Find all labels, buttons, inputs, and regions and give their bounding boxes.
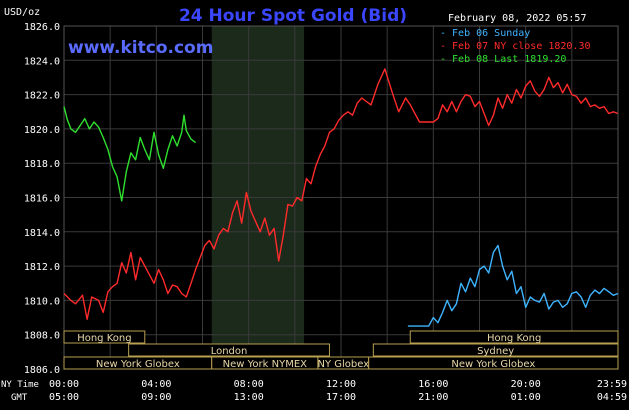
ny-time-tick: 12:00 [326,379,356,390]
series-layer [63,68,619,327]
chart-title: 24 Hour Spot Gold (Bid) [179,6,407,26]
market-bar-label: London [211,346,248,357]
series-line-1 [63,68,619,320]
ny-time-tick: 23:59 [597,379,627,390]
ny-time-tick: 08:00 [234,379,264,390]
gmt-time-tick: 05:00 [49,392,79,403]
y-tick-label: 1818.0 [24,159,60,170]
market-bar-box [128,343,330,357]
watermark: www.kitco.com [68,38,213,58]
ny-time-label: NY Time [1,380,39,390]
market-bar-label: Hong Kong [487,333,541,344]
gmt-label: GMT [11,393,28,403]
market-hours-bar: NY Globex [317,356,369,370]
market-bar-label: New York Globex [96,359,180,370]
market-hours-bars: Hong Kong Hong Kong London Sydney New York G… [63,330,619,370]
legend-entry-ny-close: - Feb 07 NY close 1820.30 [440,41,591,52]
gmt-time-tick: 09:00 [141,392,171,403]
market-hours-bar: Sydney [372,343,619,357]
y-tick-label: 1826.0 [24,22,60,33]
market-hours-bar: New York NYMEX [211,356,319,370]
ny-time-tick: 04:00 [141,379,171,390]
y-tick-label: 1806.0 [24,365,60,376]
gmt-time-tick: 17:00 [326,392,356,403]
market-bar-box [63,330,146,344]
gmt-time-tick: 21:00 [418,392,448,403]
y-tick-label: 1820.0 [24,125,60,136]
ny-time-tick: 16:00 [418,379,448,390]
y-axis-ticks: 1806.0 1808.0 1810.0 1812.0 1814.0 1816.0 1818… [24,22,60,376]
market-hours-bar: New York Globex [368,356,619,370]
y-tick-label: 1814.0 [24,228,60,239]
y-tick-label: 1810.0 [24,296,60,307]
market-bar-label: Sydney [477,346,514,357]
market-hours-bar: Hong Kong [63,330,146,344]
market-bar-label: Hong Kong [77,333,131,344]
market-bar-label: NY Globex [317,359,369,370]
unit-label: USD/oz [4,7,40,18]
series-line-2 [407,244,619,327]
gmt-time-tick: 01:00 [511,392,541,403]
ny-time-tick: 20:00 [511,379,541,390]
y-tick-label: 1808.0 [24,331,60,342]
market-bar-box [368,356,619,370]
y-tick-label: 1812.0 [24,262,60,273]
gmt-time-tick: 04:59 [597,392,627,403]
ny-time-tick: 00:00 [49,379,79,390]
legend-entry-sunday: - Feb 06 Sunday [440,28,530,39]
timestamp: February 08, 2022 05:57 [448,13,586,24]
y-tick-label: 1822.0 [24,91,60,102]
legend-entry-last: - Feb 08 Last 1819.20 [440,54,566,65]
market-hours-bar: Hong Kong [409,330,619,344]
market-hours-bar: London [128,343,330,357]
market-bar-label: New York Globex [451,359,535,370]
series-line-0 [63,106,197,202]
gmt-time-tick: 13:00 [234,392,264,403]
x-axis-ticks: 00:00 05:00 04:00 09:00 08:00 13:00 12:00 17:00… [49,379,627,403]
legend: - Feb 06 Sunday - Feb 07 NY close 1820.3… [440,28,591,65]
market-hours-bar: New York Globex [63,356,213,370]
grid-lines [63,25,619,370]
market-bar-label: New York NYMEX [223,359,308,370]
y-tick-label: 1824.0 [24,56,60,67]
market-bar-box [409,330,619,344]
market-bar-box [372,343,619,357]
y-tick-label: 1816.0 [24,194,60,205]
